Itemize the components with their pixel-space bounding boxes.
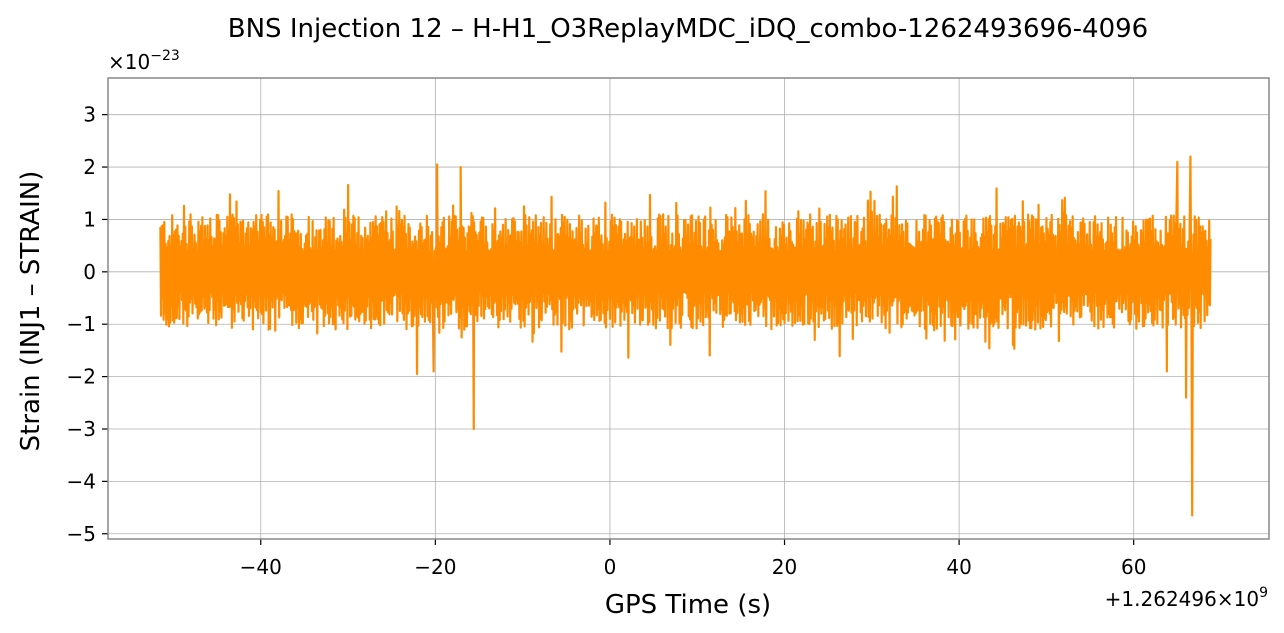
y-tick-label: −3 (67, 417, 96, 441)
y-scale-exponent: −23 (150, 48, 180, 64)
x-tick-label: 40 (946, 555, 971, 579)
x-tick-label: −20 (414, 555, 456, 579)
y-scale-base: ×10 (108, 50, 150, 74)
y-tick-label: −5 (67, 522, 96, 546)
series-strain (159, 155, 1212, 517)
y-tick-label: 0 (83, 260, 96, 284)
x-tick-label: 20 (772, 555, 797, 579)
y-tick-label: −2 (67, 365, 96, 389)
y-axis-label: Strain (INJ1 – STRAIN) (16, 171, 46, 452)
y-axis: 3 2 1 0 −1 −2 −3 −4 −5 (67, 103, 108, 546)
x-tick-label: 0 (604, 555, 617, 579)
plot-frame (107, 77, 1270, 540)
strain-line (159, 155, 1212, 517)
x-axis-label: GPS Time (s) (605, 590, 771, 620)
y-tick-label: −4 (67, 469, 96, 493)
x-offset-exponent: 9 (1259, 585, 1268, 601)
x-offset-label: +1.262496×109 (1105, 585, 1268, 611)
y-tick-label: −1 (67, 312, 96, 336)
y-tick-label: 2 (83, 155, 96, 179)
x-tick-label: 60 (1121, 555, 1146, 579)
x-offset-base: +1.262496×10 (1105, 587, 1259, 611)
y-scale-factor: ×10−23 (108, 48, 180, 74)
y-tick-label: 1 (83, 207, 96, 231)
x-tick-label: −40 (240, 555, 282, 579)
chart-title: BNS Injection 12 – H-H1_O3ReplayMDC_iDQ_… (228, 14, 1148, 44)
x-axis: −40 −20 0 20 40 60 (240, 539, 1146, 579)
y-tick-label: 3 (83, 103, 96, 127)
